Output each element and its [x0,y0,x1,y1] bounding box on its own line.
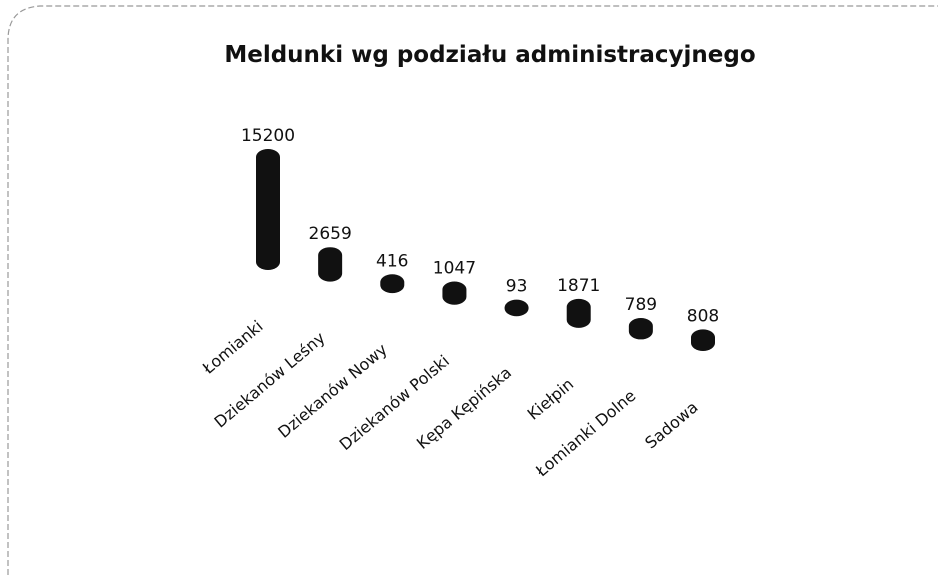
data-label: 2659 [309,224,352,244]
cylinder [504,299,529,317]
cylinder [628,317,653,340]
data-label: 808 [687,306,719,326]
data-label: 1871 [557,276,600,296]
cylinder [442,281,467,305]
data-label: 789 [625,295,657,315]
cylinder [318,247,343,282]
data-label: 416 [376,251,408,271]
cylinder [380,274,405,294]
cylinder [256,149,280,270]
data-label: 15200 [241,126,295,146]
frame [7,5,938,575]
cylinder [566,298,591,328]
x-tick-label: Sadowa [641,398,701,453]
x-tick-label: Kiełpin [524,374,578,423]
data-label: 93 [506,277,528,297]
data-label: 1047 [433,258,476,278]
chart-title: Meldunki wg podziału administracyjnego [224,42,755,68]
x-tick-label: Łomianki [198,317,266,379]
cylinder [691,329,715,351]
